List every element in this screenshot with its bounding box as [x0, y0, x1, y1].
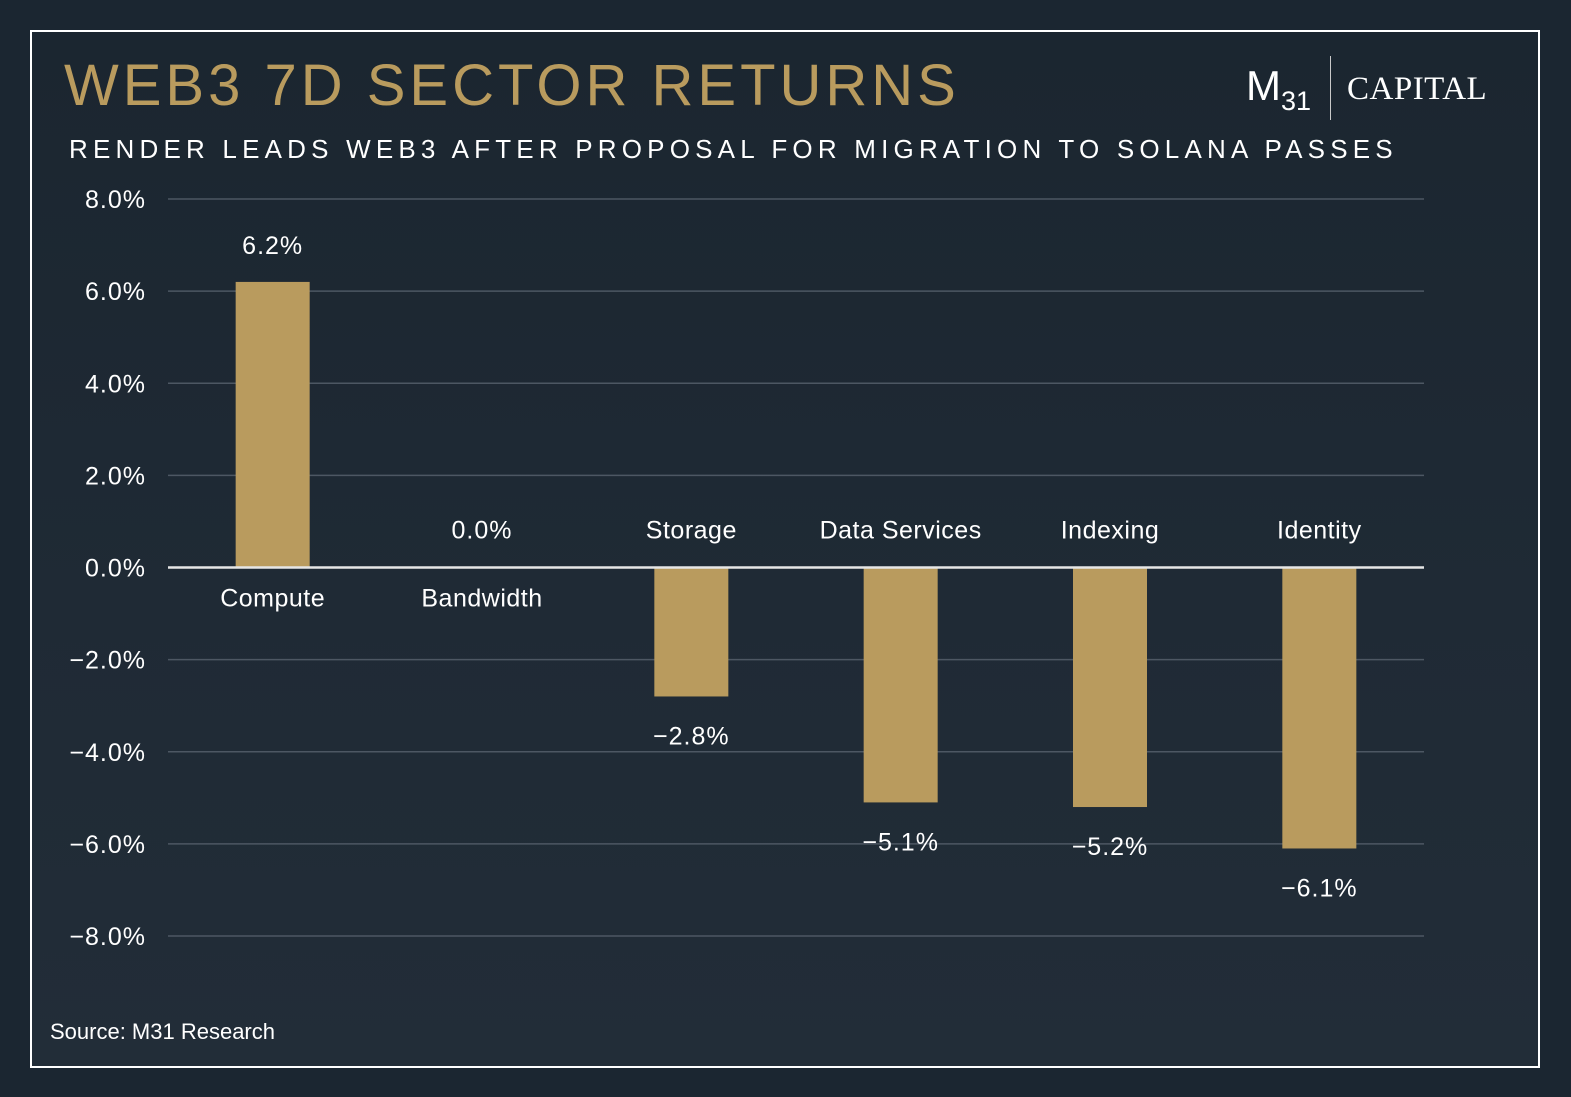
- brand-logo-mark: M31: [1246, 62, 1311, 117]
- category-label: Indexing: [1061, 517, 1160, 545]
- brand-logo-text: CAPITAL: [1347, 71, 1488, 107]
- y-tick-label: −2.0%: [69, 647, 146, 675]
- brand-logo-sub: 31: [1281, 86, 1312, 116]
- chart-title: WEB3 7D SECTOR RETURNS: [64, 53, 960, 118]
- y-tick-label: 4.0%: [85, 370, 146, 398]
- data-label: 6.2%: [242, 232, 303, 260]
- chart-subtitle: RENDER LEADS WEB3 AFTER PROPOSAL FOR MIG…: [69, 134, 1398, 164]
- y-tick-label: 8.0%: [85, 186, 146, 214]
- category-label: Identity: [1277, 517, 1362, 545]
- category-label: Data Services: [820, 517, 982, 545]
- y-tick-label: −6.0%: [69, 831, 146, 859]
- y-tick-label: −4.0%: [69, 739, 146, 767]
- data-label: −6.1%: [1281, 874, 1358, 902]
- y-tick-label: −8.0%: [69, 923, 146, 951]
- category-label: Compute: [220, 585, 325, 613]
- brand-logo-letter: M: [1246, 62, 1281, 109]
- bar: [235, 281, 310, 568]
- category-label: Storage: [646, 517, 737, 545]
- bar: [654, 567, 729, 697]
- bar: [1282, 567, 1357, 849]
- bar: [863, 567, 938, 803]
- data-label: −5.2%: [1072, 833, 1149, 861]
- data-label: −5.1%: [862, 828, 939, 856]
- y-tick-label: 0.0%: [85, 555, 146, 583]
- data-label: −2.8%: [653, 722, 730, 750]
- y-tick-label: 2.0%: [85, 462, 146, 490]
- logo-divider: [1330, 56, 1331, 120]
- data-label: 0.0%: [452, 517, 513, 545]
- y-tick-label: 6.0%: [85, 278, 146, 306]
- source-note: Source: M31 Research: [50, 1019, 275, 1044]
- category-label: Bandwidth: [421, 585, 542, 613]
- bar: [1073, 567, 1147, 808]
